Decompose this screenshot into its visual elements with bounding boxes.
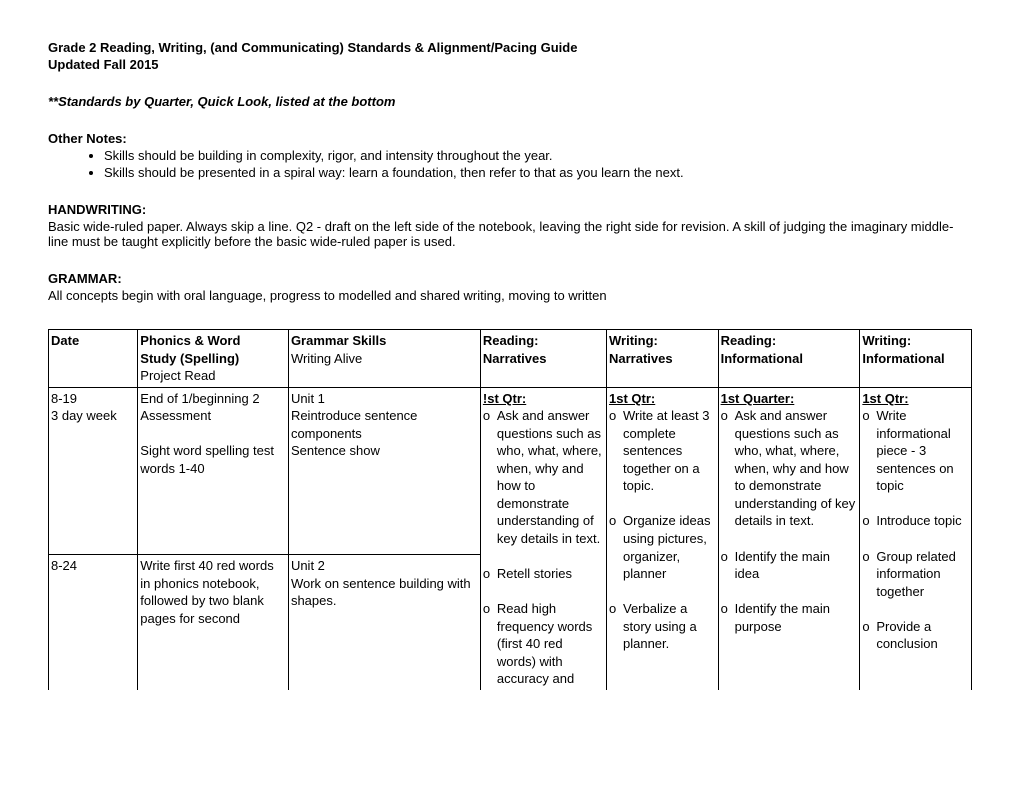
header-label: Narratives — [609, 351, 673, 366]
cell-text: Sight word spelling test — [140, 443, 274, 458]
cell-text: words 1-40 — [140, 461, 204, 476]
list-item: Skills should be presented in a spiral w… — [104, 165, 972, 180]
cell-date: 8-24 — [49, 555, 138, 690]
qtr-label: !st Qtr: — [483, 391, 526, 406]
cell-writing-informational: 1st Qtr: Write informational piece - 3 s… — [860, 387, 972, 690]
qtr-label: 1st Qtr: — [862, 391, 908, 406]
pacing-table: Date Phonics & Word Study (Spelling) Pro… — [48, 329, 972, 690]
table-row: 8-19 3 day week End of 1/beginning 2 Ass… — [49, 387, 972, 555]
updated-line: Updated Fall 2015 — [48, 57, 972, 72]
list-item: Skills should be building in complexity,… — [104, 148, 972, 163]
header-label: Date — [51, 333, 79, 348]
header-writing-narr: Writing: Narratives — [607, 330, 719, 388]
list-item: Verbalize a story using a planner. — [609, 600, 716, 653]
cell-reading-informational: 1st Quarter: Ask and answer questions su… — [718, 387, 860, 690]
cell-reading-narratives: !st Qtr: Ask and answer questions such a… — [480, 387, 606, 690]
list-item: Write informational piece - 3 sentences … — [862, 407, 969, 495]
cell-text: Reintroduce sentence — [291, 408, 417, 423]
cell-text: Unit 1 — [291, 391, 325, 406]
header-label: Grammar Skills — [291, 333, 386, 348]
list-item: Group related information together — [862, 548, 969, 601]
header-label: Writing: — [862, 333, 911, 348]
grammar-text: All concepts begin with oral language, p… — [48, 288, 972, 303]
cell-text: 8-24 — [51, 558, 77, 573]
header-label: Informational — [721, 351, 803, 366]
cell-text: shapes. — [291, 593, 337, 608]
qtr-label: 1st Quarter: — [721, 391, 795, 406]
cell-text: pages for second — [140, 611, 240, 626]
cell-text: Assessment — [140, 408, 211, 423]
list-item: Retell stories — [483, 565, 604, 583]
list-item: Introduce topic — [862, 512, 969, 530]
cell-text: Write first 40 red words — [140, 558, 273, 573]
list-item: Ask and answer questions such as who, wh… — [721, 407, 858, 530]
header-date: Date — [49, 330, 138, 388]
table-header-row: Date Phonics & Word Study (Spelling) Pro… — [49, 330, 972, 388]
cell-date: 8-19 3 day week — [49, 387, 138, 555]
other-notes-list: Skills should be building in complexity,… — [48, 148, 972, 180]
cell-text: components — [291, 426, 362, 441]
header-reading-narr: Reading: Narratives — [480, 330, 606, 388]
cell-writing-narratives: 1st Qtr: Write at least 3 complete sente… — [607, 387, 719, 690]
header-writing-info: Writing: Informational — [860, 330, 972, 388]
list-item: Ask and answer questions such as who, wh… — [483, 407, 604, 547]
list-item: Organize ideas using pictures, organizer… — [609, 512, 716, 582]
header-grammar: Grammar Skills Writing Alive — [288, 330, 480, 388]
standards-note: **Standards by Quarter, Quick Look, list… — [48, 94, 972, 109]
handwriting-text: Basic wide-ruled paper. Always skip a li… — [48, 219, 972, 249]
cell-phonics: Write first 40 red words in phonics note… — [138, 555, 289, 690]
page-title: Grade 2 Reading, Writing, (and Communica… — [48, 40, 972, 55]
header-sublabel: Writing Alive — [291, 351, 362, 366]
cell-grammar: Unit 1 Reintroduce sentence components S… — [288, 387, 480, 555]
list-item: Provide a conclusion — [862, 618, 969, 653]
grammar-heading: GRAMMAR: — [48, 271, 972, 286]
other-notes-heading: Other Notes: — [48, 131, 972, 146]
cell-text: Unit 2 — [291, 558, 325, 573]
list-item: Read high frequency words (first 40 red … — [483, 600, 604, 688]
header-phonics: Phonics & Word Study (Spelling) Project … — [138, 330, 289, 388]
cell-text: in phonics notebook, — [140, 576, 259, 591]
list-item: Identify the main idea — [721, 548, 858, 583]
cell-grammar: Unit 2 Work on sentence building with sh… — [288, 555, 480, 690]
qtr-label: 1st Qtr: — [609, 391, 655, 406]
header-label: Informational — [862, 351, 944, 366]
list-item: Write at least 3 complete sentences toge… — [609, 407, 716, 495]
header-label: Phonics & Word — [140, 333, 240, 348]
cell-phonics: End of 1/beginning 2 Assessment Sight wo… — [138, 387, 289, 555]
header-label: Reading: — [721, 333, 777, 348]
cell-text: Sentence show — [291, 443, 380, 458]
header-label: Narratives — [483, 351, 547, 366]
cell-text: Work on sentence building with — [291, 576, 471, 591]
header-label: Reading: — [483, 333, 539, 348]
cell-text: 3 day week — [51, 408, 117, 423]
header-label: Study (Spelling) — [140, 351, 239, 366]
handwriting-heading: HANDWRITING: — [48, 202, 972, 217]
header-label: Writing: — [609, 333, 658, 348]
list-item: Identify the main purpose — [721, 600, 858, 635]
header-reading-info: Reading: Informational — [718, 330, 860, 388]
cell-text: End of 1/beginning 2 — [140, 391, 259, 406]
header-sublabel: Project Read — [140, 368, 215, 383]
cell-text: 8-19 — [51, 391, 77, 406]
cell-text: followed by two blank — [140, 593, 264, 608]
